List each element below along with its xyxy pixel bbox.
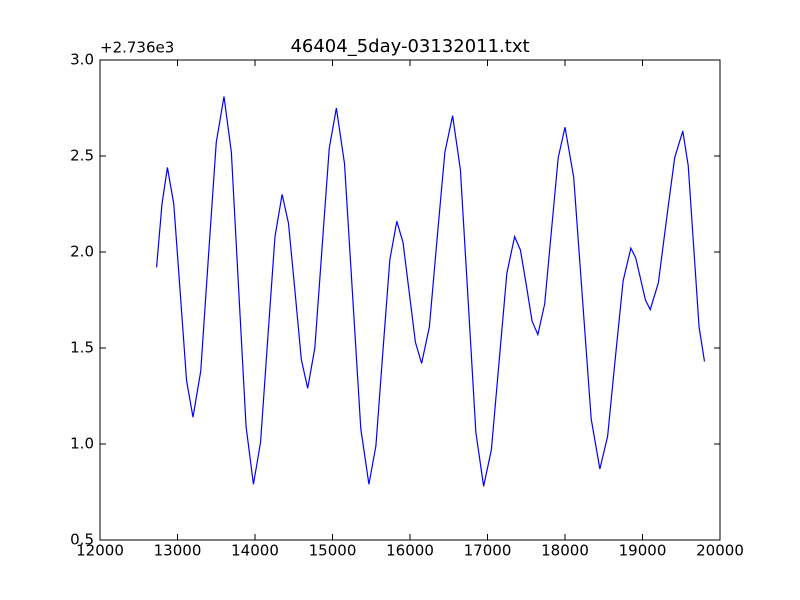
x-tick-label: 16000 [386,542,434,560]
y-tick-label: 3.0 [70,51,94,69]
y-tick-label: 2.5 [70,147,94,165]
y-tick-label: 1.5 [70,339,94,357]
x-tick-label: 14000 [231,542,279,560]
y-tick-label: 0.5 [70,531,94,549]
plot-frame [99,59,721,541]
data-line [155,96,706,487]
x-tick-label: 15000 [309,542,357,560]
y-tick-label: 2.0 [70,243,94,261]
x-tick-label: 19000 [619,542,667,560]
y-tick-label: 1.0 [70,435,94,453]
chart-title: 46404_5day-03132011.txt [290,36,529,57]
x-tick-label: 17000 [464,542,512,560]
x-tick-label: 20000 [696,542,744,560]
offset-label: +2.736e3 [100,39,174,57]
x-tick-label: 12000 [76,542,124,560]
x-tick-label: 18000 [541,542,589,560]
x-tick-label: 13000 [154,542,202,560]
